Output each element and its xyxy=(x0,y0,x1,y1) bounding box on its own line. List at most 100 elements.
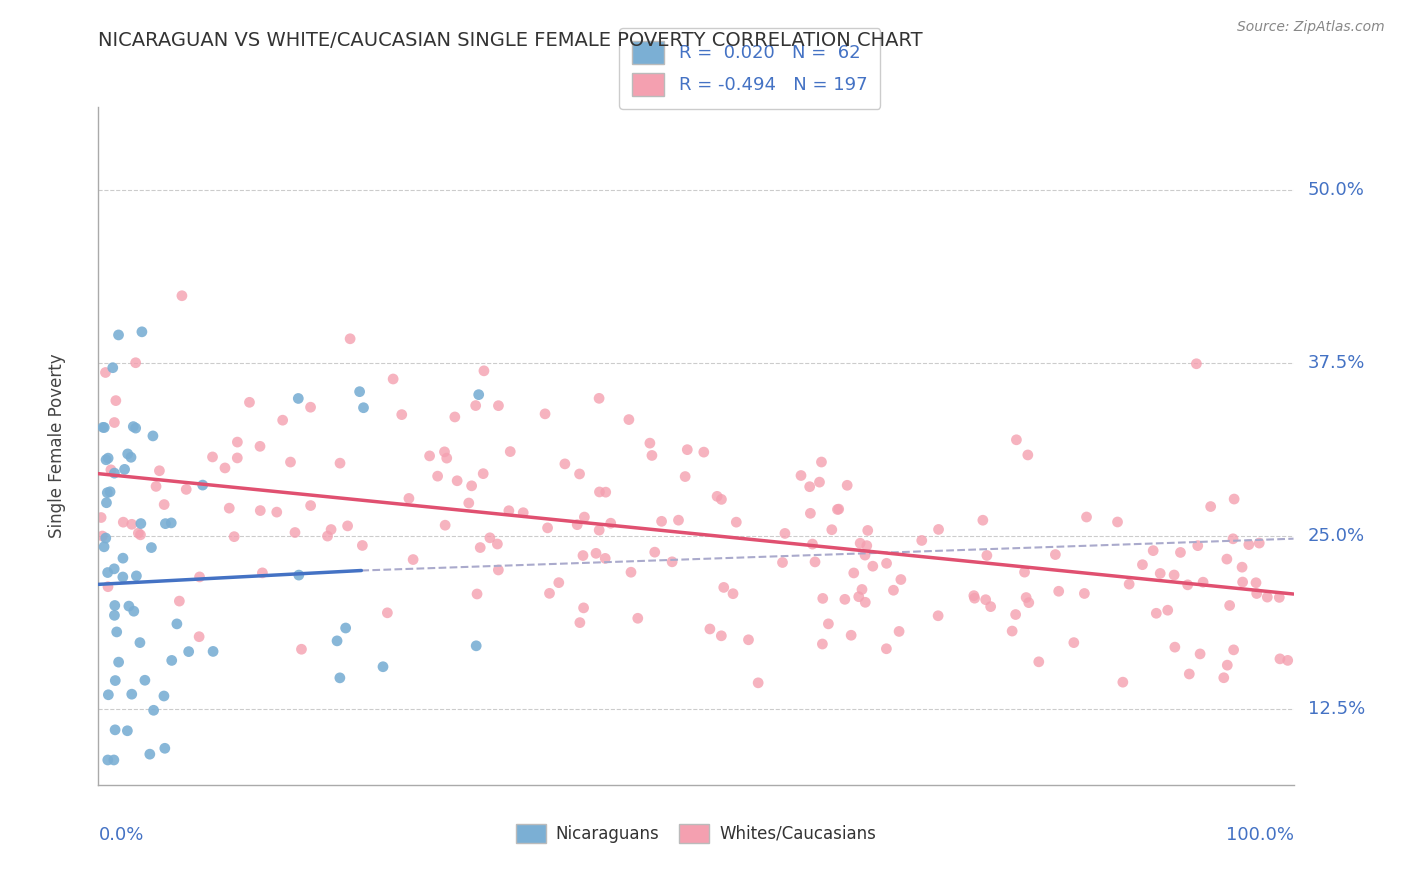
Point xyxy=(94,366,117,380)
Point xyxy=(155,516,177,531)
Point xyxy=(218,501,240,516)
Point xyxy=(799,480,821,494)
Point xyxy=(124,356,146,370)
Point xyxy=(142,703,165,717)
Point xyxy=(536,521,558,535)
Point xyxy=(693,445,716,459)
Point xyxy=(1232,575,1254,590)
Text: 50.0%: 50.0% xyxy=(1308,181,1365,199)
Point xyxy=(856,524,879,538)
Point xyxy=(804,555,827,569)
Point xyxy=(90,510,112,524)
Point xyxy=(472,364,495,378)
Point xyxy=(478,531,501,545)
Point xyxy=(821,523,844,537)
Point xyxy=(811,637,834,651)
Point xyxy=(299,499,322,513)
Point xyxy=(419,449,441,463)
Point xyxy=(851,582,873,597)
Point xyxy=(1219,599,1241,613)
Point xyxy=(1223,491,1246,506)
Point xyxy=(963,591,986,606)
Point xyxy=(433,445,456,459)
Point xyxy=(853,595,876,609)
Point xyxy=(972,513,994,527)
Point xyxy=(1004,607,1026,622)
Point xyxy=(661,555,683,569)
Point xyxy=(1063,635,1085,649)
Point xyxy=(1222,532,1244,546)
Point xyxy=(465,639,488,653)
Point xyxy=(391,408,413,422)
Point xyxy=(747,676,769,690)
Point xyxy=(94,452,117,467)
Point xyxy=(139,747,162,761)
Point xyxy=(160,516,183,530)
Point xyxy=(122,604,145,618)
Point xyxy=(166,616,188,631)
Point xyxy=(1178,667,1201,681)
Point xyxy=(121,517,143,532)
Point xyxy=(288,568,311,582)
Point xyxy=(1222,643,1244,657)
Point xyxy=(339,332,361,346)
Point xyxy=(673,469,696,483)
Point xyxy=(214,461,236,475)
Point xyxy=(641,449,664,463)
Point xyxy=(887,624,910,639)
Point xyxy=(512,506,534,520)
Point xyxy=(599,516,621,531)
Point xyxy=(191,478,214,492)
Point xyxy=(103,753,125,767)
Point xyxy=(772,556,794,570)
Point xyxy=(876,557,898,571)
Point xyxy=(436,451,458,466)
Point xyxy=(107,655,129,669)
Point xyxy=(104,393,127,408)
Point xyxy=(169,594,191,608)
Point xyxy=(588,485,610,500)
Text: Single Female Poverty: Single Female Poverty xyxy=(48,354,66,538)
Point xyxy=(249,439,271,453)
Point xyxy=(145,479,167,493)
Point xyxy=(1028,655,1050,669)
Point xyxy=(588,523,610,537)
Point xyxy=(316,529,339,543)
Point xyxy=(811,591,834,606)
Point xyxy=(1014,565,1036,579)
Point xyxy=(1142,543,1164,558)
Point xyxy=(627,611,650,625)
Point xyxy=(112,515,135,529)
Point xyxy=(153,498,176,512)
Point xyxy=(839,628,862,642)
Point xyxy=(93,540,115,554)
Point xyxy=(713,581,735,595)
Point xyxy=(134,673,156,688)
Point xyxy=(1185,357,1208,371)
Point xyxy=(1149,566,1171,581)
Point xyxy=(148,464,170,478)
Point xyxy=(1045,548,1067,562)
Point xyxy=(911,533,934,548)
Point xyxy=(201,450,224,464)
Point xyxy=(287,392,309,406)
Point xyxy=(595,485,617,500)
Point xyxy=(593,551,616,566)
Point xyxy=(817,616,839,631)
Point xyxy=(426,469,449,483)
Point xyxy=(1268,591,1291,605)
Point xyxy=(329,456,352,470)
Point xyxy=(976,549,998,563)
Point xyxy=(1073,586,1095,600)
Point xyxy=(882,583,904,598)
Text: NICARAGUAN VS WHITE/CAUCASIAN SINGLE FEMALE POVERTY CORRELATION CHART: NICARAGUAN VS WHITE/CAUCASIAN SINGLE FEM… xyxy=(98,31,924,50)
Point xyxy=(927,608,949,623)
Point xyxy=(443,409,465,424)
Point xyxy=(828,502,851,516)
Point xyxy=(103,466,125,480)
Point xyxy=(129,635,152,649)
Point xyxy=(202,644,225,658)
Point xyxy=(434,518,457,533)
Point xyxy=(1212,671,1234,685)
Point xyxy=(1256,590,1278,604)
